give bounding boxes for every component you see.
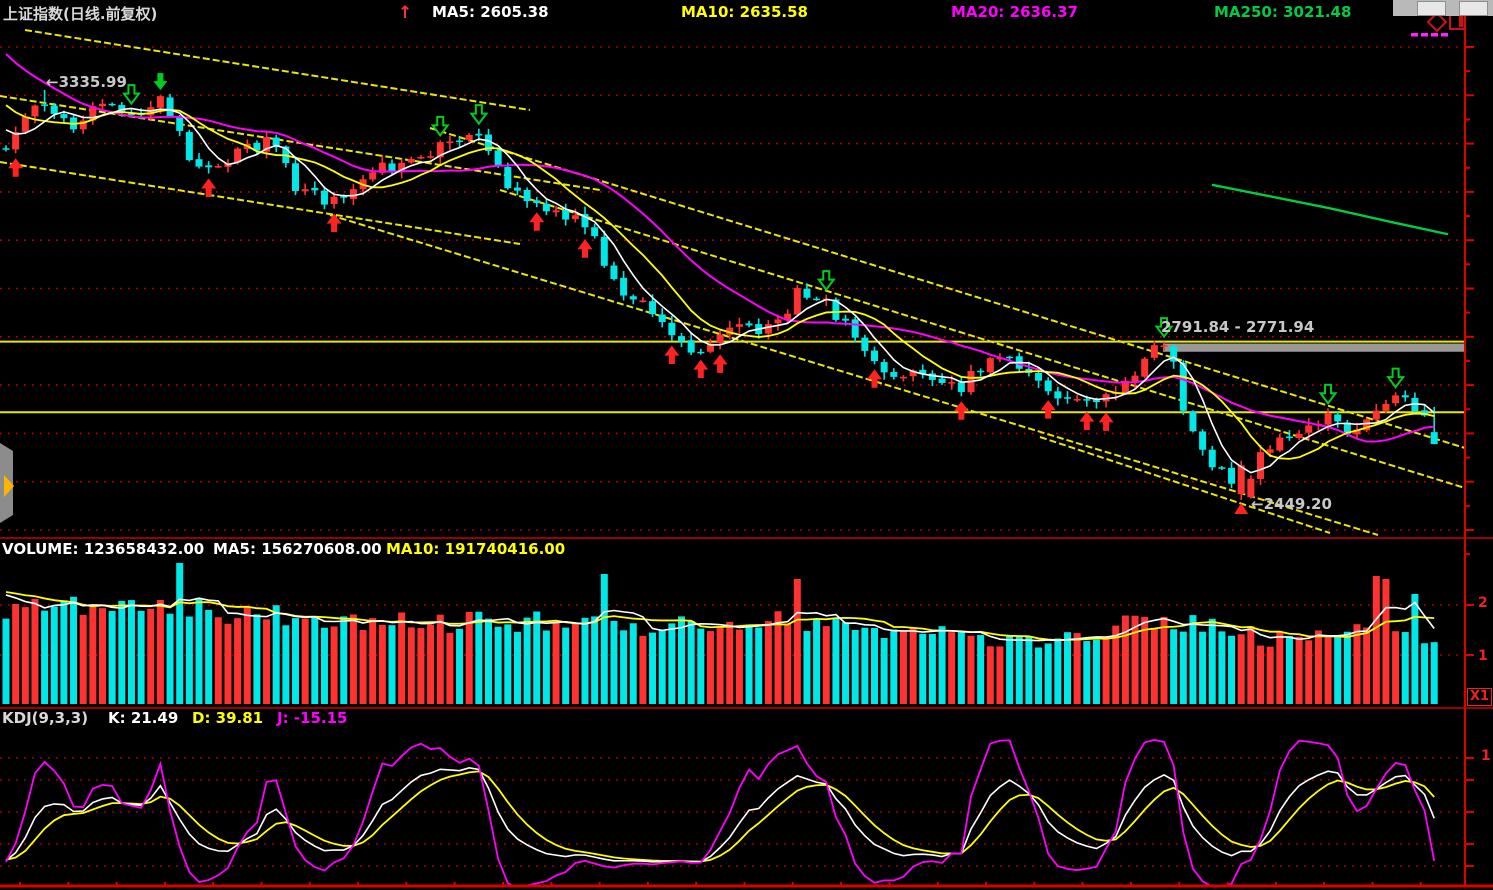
buy-signal-arrow	[8, 158, 24, 177]
ma5-value: MA5: 2605.38	[432, 3, 549, 21]
ma20-value: MA20: 2636.37	[951, 3, 1078, 21]
buy-signal-arrow	[1098, 412, 1114, 431]
kdj-j-value: J: -15.15	[277, 709, 348, 727]
volume-scale-toggle[interactable]: X1	[1467, 688, 1493, 706]
volume-ma10-value: MA10: 191740416.00	[386, 540, 566, 558]
trend-up-icon: ↑	[398, 3, 413, 23]
buy-signal-arrow	[529, 212, 545, 231]
sell-signal-arrow	[1318, 383, 1338, 405]
instrument-title: 上证指数(日线.前复权)	[3, 5, 158, 23]
sell-signal-arrow	[1386, 367, 1406, 389]
sell-signal-arrow	[469, 104, 489, 126]
high-price-label: ←3335.99	[46, 73, 127, 91]
volume-ma5-value: MA5: 156270608.00	[213, 540, 382, 558]
sell-signal-arrow	[816, 270, 836, 292]
ma20-dash-decoration	[1431, 33, 1438, 37]
window-button[interactable]	[1417, 1, 1446, 16]
kdj-title: KDJ(9,3,3)	[2, 709, 89, 727]
volume-value: VOLUME: 123658432.00	[2, 540, 205, 558]
kdj-k-value: K: 21.49	[108, 709, 179, 727]
kdj-d-value: D: 39.81	[192, 709, 264, 727]
volume-axis-label-upper: 2	[1478, 595, 1488, 611]
buy-signal-arrow	[953, 401, 969, 420]
sell-signal-arrow	[121, 84, 141, 106]
buy-signal-arrow	[1040, 400, 1056, 419]
diamond-tool-icon	[1426, 11, 1448, 33]
ma250-value: MA250: 3021.48	[1214, 3, 1352, 21]
sell-signal-arrow-solid	[153, 73, 168, 91]
ma20-dash-decoration	[1441, 33, 1448, 37]
kdj-axis-label: 1	[1481, 748, 1491, 764]
buy-signal-arrow	[201, 178, 217, 198]
gap-range-label: 2791.84 - 2771.94	[1161, 318, 1315, 336]
window-button[interactable]	[1459, 1, 1488, 16]
sidebar-expand-arrow-icon	[4, 475, 14, 497]
window-titlebar-fragment	[1393, 0, 1493, 16]
buy-signal-arrow	[712, 354, 728, 373]
buy-signal-arrow	[664, 345, 680, 365]
sell-signal-arrow	[430, 115, 450, 138]
ma20-dash-decoration	[1421, 33, 1428, 37]
buy-signal-arrow	[577, 239, 593, 258]
buy-signal-arrow	[867, 369, 882, 388]
buy-signal-arrow	[1079, 411, 1095, 431]
buy-signal-arrow	[326, 213, 342, 233]
volume-axis-label-lower: 1	[1478, 648, 1488, 664]
sell-signal-arrow	[1154, 317, 1174, 339]
ma20-dash-decoration	[1411, 33, 1418, 37]
low-price-label: ←2449.20	[1251, 495, 1332, 513]
buy-signal-arrow	[693, 359, 709, 379]
ma10-value: MA10: 2635.58	[681, 3, 808, 21]
low-marker-triangle	[1234, 502, 1249, 514]
